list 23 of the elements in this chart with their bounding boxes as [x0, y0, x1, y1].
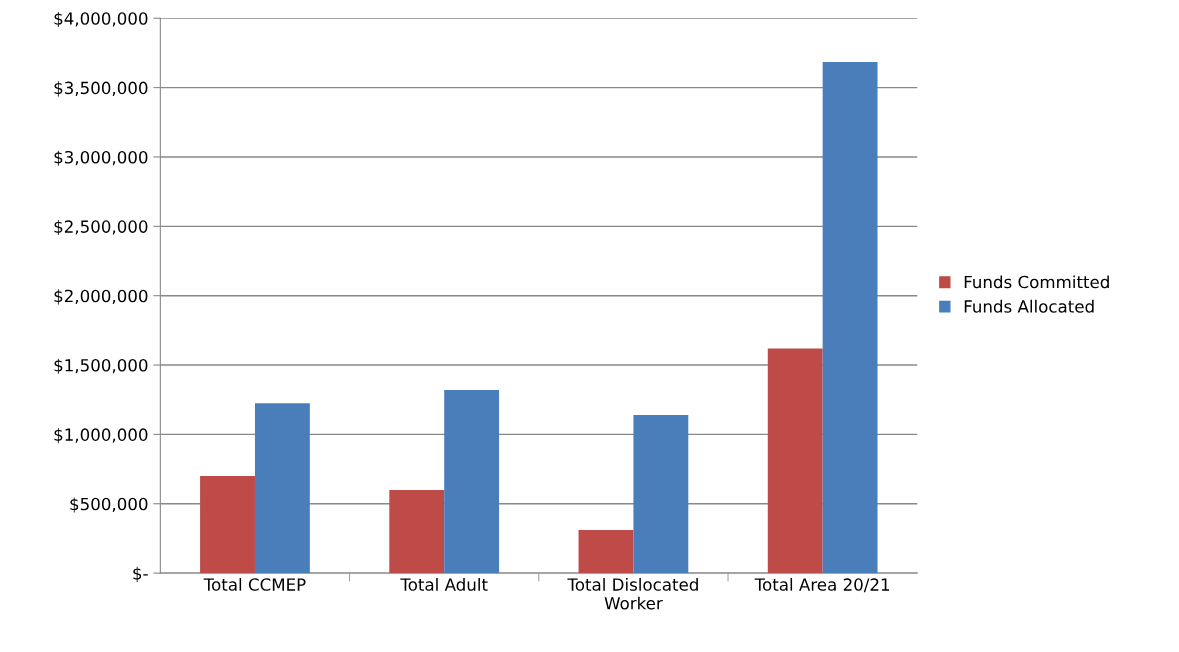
legend-label: Funds Allocated [964, 299, 1094, 313]
y-tick-label: $2,500,000 [54, 219, 148, 236]
x-tick-label: Total Area 20/21 [754, 577, 890, 593]
y-tick-label: $1,000,000 [54, 428, 148, 444]
y-tick-label: $4,000,000 [54, 11, 148, 28]
x-tick-label: Total Adult [400, 577, 488, 591]
bar [578, 530, 634, 574]
legend-label: Funds Committed [964, 275, 1109, 289]
y-tick-label: $2,000,000 [54, 289, 148, 305]
x-tick-label: Total Dislocated Worker [567, 577, 698, 610]
bar [767, 348, 823, 574]
y-tick-label: $3,000,000 [54, 150, 148, 166]
x-tick-label: Total CCMEP [203, 577, 306, 591]
bar [444, 390, 500, 574]
y-tick-label: $3,500,000 [54, 81, 148, 97]
y-tick-label: $- [133, 566, 148, 582]
y-tick-label: $500,000 [70, 497, 148, 513]
bar [254, 403, 310, 574]
bar [389, 489, 445, 574]
bar [633, 414, 689, 574]
bar [822, 61, 878, 574]
y-tick-label: $1,500,000 [54, 358, 148, 374]
bar [200, 476, 255, 574]
